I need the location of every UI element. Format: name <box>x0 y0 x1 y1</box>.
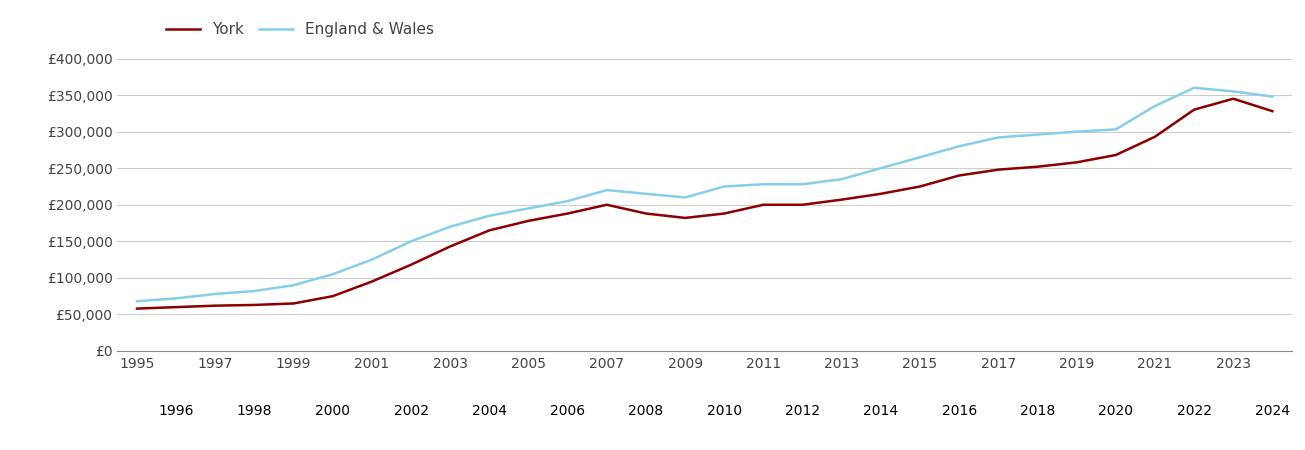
York <box>1265 108 1280 114</box>
England & Wales <box>912 154 928 160</box>
England & Wales <box>521 206 536 211</box>
York <box>207 303 223 308</box>
England & Wales <box>599 187 615 193</box>
York <box>756 202 771 207</box>
England & Wales <box>1147 104 1163 109</box>
England & Wales <box>795 182 810 187</box>
York <box>482 228 497 233</box>
England & Wales <box>716 184 732 189</box>
England & Wales <box>442 224 458 230</box>
York <box>168 304 184 310</box>
York <box>247 302 262 308</box>
Legend: York, England & Wales: York, England & Wales <box>166 22 435 37</box>
York <box>1225 96 1241 101</box>
York <box>951 173 967 178</box>
England & Wales <box>560 198 576 204</box>
York <box>1147 134 1163 140</box>
England & Wales <box>873 166 889 171</box>
York <box>677 215 693 220</box>
York <box>286 301 301 306</box>
Line: York: York <box>137 99 1272 309</box>
England & Wales <box>677 195 693 200</box>
York <box>795 202 810 207</box>
York <box>364 279 380 284</box>
England & Wales <box>1225 89 1241 94</box>
York <box>129 306 145 311</box>
York <box>1030 164 1045 170</box>
Line: England & Wales: England & Wales <box>137 88 1272 302</box>
England & Wales <box>834 176 850 182</box>
England & Wales <box>756 182 771 187</box>
York <box>990 167 1006 172</box>
England & Wales <box>951 144 967 149</box>
England & Wales <box>1186 85 1202 90</box>
England & Wales <box>168 296 184 301</box>
England & Wales <box>482 213 497 218</box>
England & Wales <box>364 257 380 262</box>
York <box>873 191 889 197</box>
York <box>912 184 928 189</box>
York <box>599 202 615 207</box>
England & Wales <box>129 299 145 304</box>
England & Wales <box>286 283 301 288</box>
England & Wales <box>247 288 262 294</box>
York <box>560 211 576 216</box>
England & Wales <box>1030 132 1045 137</box>
York <box>521 218 536 224</box>
York <box>638 211 654 216</box>
York <box>716 211 732 216</box>
England & Wales <box>638 191 654 197</box>
England & Wales <box>207 291 223 297</box>
England & Wales <box>325 271 341 277</box>
York <box>1069 160 1084 165</box>
York <box>1186 107 1202 112</box>
England & Wales <box>403 238 419 244</box>
York <box>325 293 341 299</box>
York <box>1108 152 1124 158</box>
York <box>834 197 850 202</box>
England & Wales <box>1108 127 1124 132</box>
York <box>403 262 419 267</box>
England & Wales <box>1265 94 1280 99</box>
England & Wales <box>990 135 1006 140</box>
York <box>442 244 458 249</box>
England & Wales <box>1069 129 1084 134</box>
